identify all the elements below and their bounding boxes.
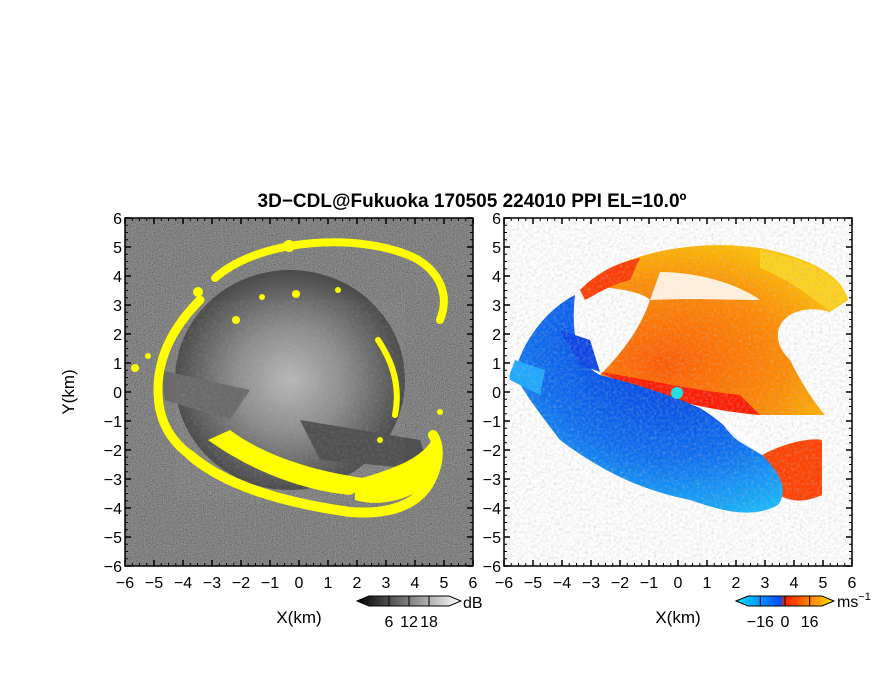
x-tick-label: −2 bbox=[232, 575, 250, 592]
reflectivity-image bbox=[125, 218, 473, 566]
y-tick-label: −5 bbox=[483, 530, 501, 547]
reflectivity-axes: −6 −5 −4 −3 −2 −1 0 1 2 3 4 5 6 −6 −5 −4 −3 −2 −1 0 1 2 3 4 5 6 bbox=[104, 211, 478, 592]
y-tick-label: 2 bbox=[492, 327, 501, 344]
velocity-colorbar-unit: ms−1 bbox=[837, 591, 871, 611]
x-tick-label: 2 bbox=[353, 575, 362, 592]
velocity-image bbox=[504, 218, 852, 566]
x-tick-label: 3 bbox=[382, 575, 391, 592]
y-tick-label: 3 bbox=[113, 298, 122, 315]
y-tick-label: −4 bbox=[104, 501, 122, 518]
reflectivity-colorbar: 6 12 18 dB bbox=[355, 595, 483, 631]
velocity-colorbar-unit-exponent: −1 bbox=[858, 591, 871, 603]
colorbar-tick-label: 12 bbox=[400, 614, 418, 631]
y-tick-label: −4 bbox=[483, 501, 501, 518]
x-tick-label: 2 bbox=[732, 575, 741, 592]
x-tick-label: 0 bbox=[674, 575, 683, 592]
x-tick-label: −4 bbox=[553, 575, 571, 592]
y-tick-label: 5 bbox=[113, 240, 122, 257]
reflectivity-x-axis-label: X(km) bbox=[276, 608, 321, 627]
x-tick-label: −1 bbox=[640, 575, 658, 592]
y-tick-label: 1 bbox=[113, 356, 122, 373]
y-tick-label: −3 bbox=[483, 472, 501, 489]
x-tick-label: 3 bbox=[761, 575, 770, 592]
x-tick-label: −1 bbox=[261, 575, 279, 592]
y-tick-label: −6 bbox=[104, 559, 122, 576]
y-tick-label: 0 bbox=[492, 385, 501, 402]
velocity-colorbar-ticks: −16 0 16 bbox=[747, 596, 819, 631]
x-tick-label: −4 bbox=[174, 575, 192, 592]
y-tick-label: 4 bbox=[113, 269, 122, 286]
x-tick-label: 6 bbox=[469, 575, 478, 592]
x-tick-label: −3 bbox=[582, 575, 600, 592]
velocity-colorbar: −16 0 16 ms−1 bbox=[734, 591, 871, 631]
y-tick-label: 6 bbox=[113, 211, 122, 228]
y-tick-label: 0 bbox=[113, 385, 122, 402]
velocity-colorbar-unit-base: ms bbox=[837, 594, 858, 611]
y-tick-label: −5 bbox=[104, 530, 122, 547]
y-tick-label: 4 bbox=[492, 269, 501, 286]
y-tick-label: −2 bbox=[483, 443, 501, 460]
x-tick-label: 5 bbox=[819, 575, 828, 592]
colorbar-tick-label: −16 bbox=[747, 614, 774, 631]
y-tick-label: 3 bbox=[492, 298, 501, 315]
y-tick-label: −1 bbox=[104, 414, 122, 431]
x-tick-label: −3 bbox=[203, 575, 221, 592]
reflectivity-y-axis-label: Y(km) bbox=[59, 369, 78, 414]
chart-title: 3D−CDL@Fukuoka 170505 224010 PPI EL=10.0… bbox=[258, 191, 687, 212]
x-tick-label: 0 bbox=[295, 575, 304, 592]
x-tick-label: −2 bbox=[611, 575, 629, 592]
x-tick-label: 1 bbox=[703, 575, 712, 592]
reflectivity-colorbar-ticks: 6 12 18 bbox=[385, 596, 438, 631]
x-tick-label: 5 bbox=[440, 575, 449, 592]
x-tick-label: −6 bbox=[116, 575, 134, 592]
colorbar-tick-label: 16 bbox=[801, 614, 819, 631]
reflectivity-colorbar-unit: dB bbox=[463, 595, 483, 612]
velocity-axes: −6 −5 −4 −3 −2 −1 0 1 2 3 4 5 6 −6 −5 −4 −3 −2 −1 0 1 2 3 4 5 6 bbox=[483, 211, 857, 592]
x-tick-label: 6 bbox=[848, 575, 857, 592]
y-tick-label: −2 bbox=[104, 443, 122, 460]
y-tick-label: 2 bbox=[113, 327, 122, 344]
colorbar-tick-label: 18 bbox=[420, 614, 438, 631]
colorbar-tick-label: 6 bbox=[385, 614, 394, 631]
y-tick-label: 5 bbox=[492, 240, 501, 257]
x-tick-label: −5 bbox=[524, 575, 542, 592]
y-tick-label: −6 bbox=[483, 559, 501, 576]
x-tick-label: 4 bbox=[790, 575, 799, 592]
x-tick-label: −6 bbox=[495, 575, 513, 592]
y-tick-label: 6 bbox=[492, 211, 501, 228]
colorbar-tick-label: 0 bbox=[781, 614, 790, 631]
velocity-x-axis-label: X(km) bbox=[655, 608, 700, 627]
x-tick-label: 1 bbox=[324, 575, 333, 592]
y-tick-label: 1 bbox=[492, 356, 501, 373]
y-tick-label: −1 bbox=[483, 414, 501, 431]
x-tick-label: −5 bbox=[145, 575, 163, 592]
y-tick-label: −3 bbox=[104, 472, 122, 489]
x-tick-label: 4 bbox=[411, 575, 420, 592]
velocity-panel: −6 −5 −4 −3 −2 −1 0 1 2 3 4 5 6 −6 −5 −4 −3 −2 −1 0 1 2 3 4 5 6 X… bbox=[483, 211, 871, 631]
